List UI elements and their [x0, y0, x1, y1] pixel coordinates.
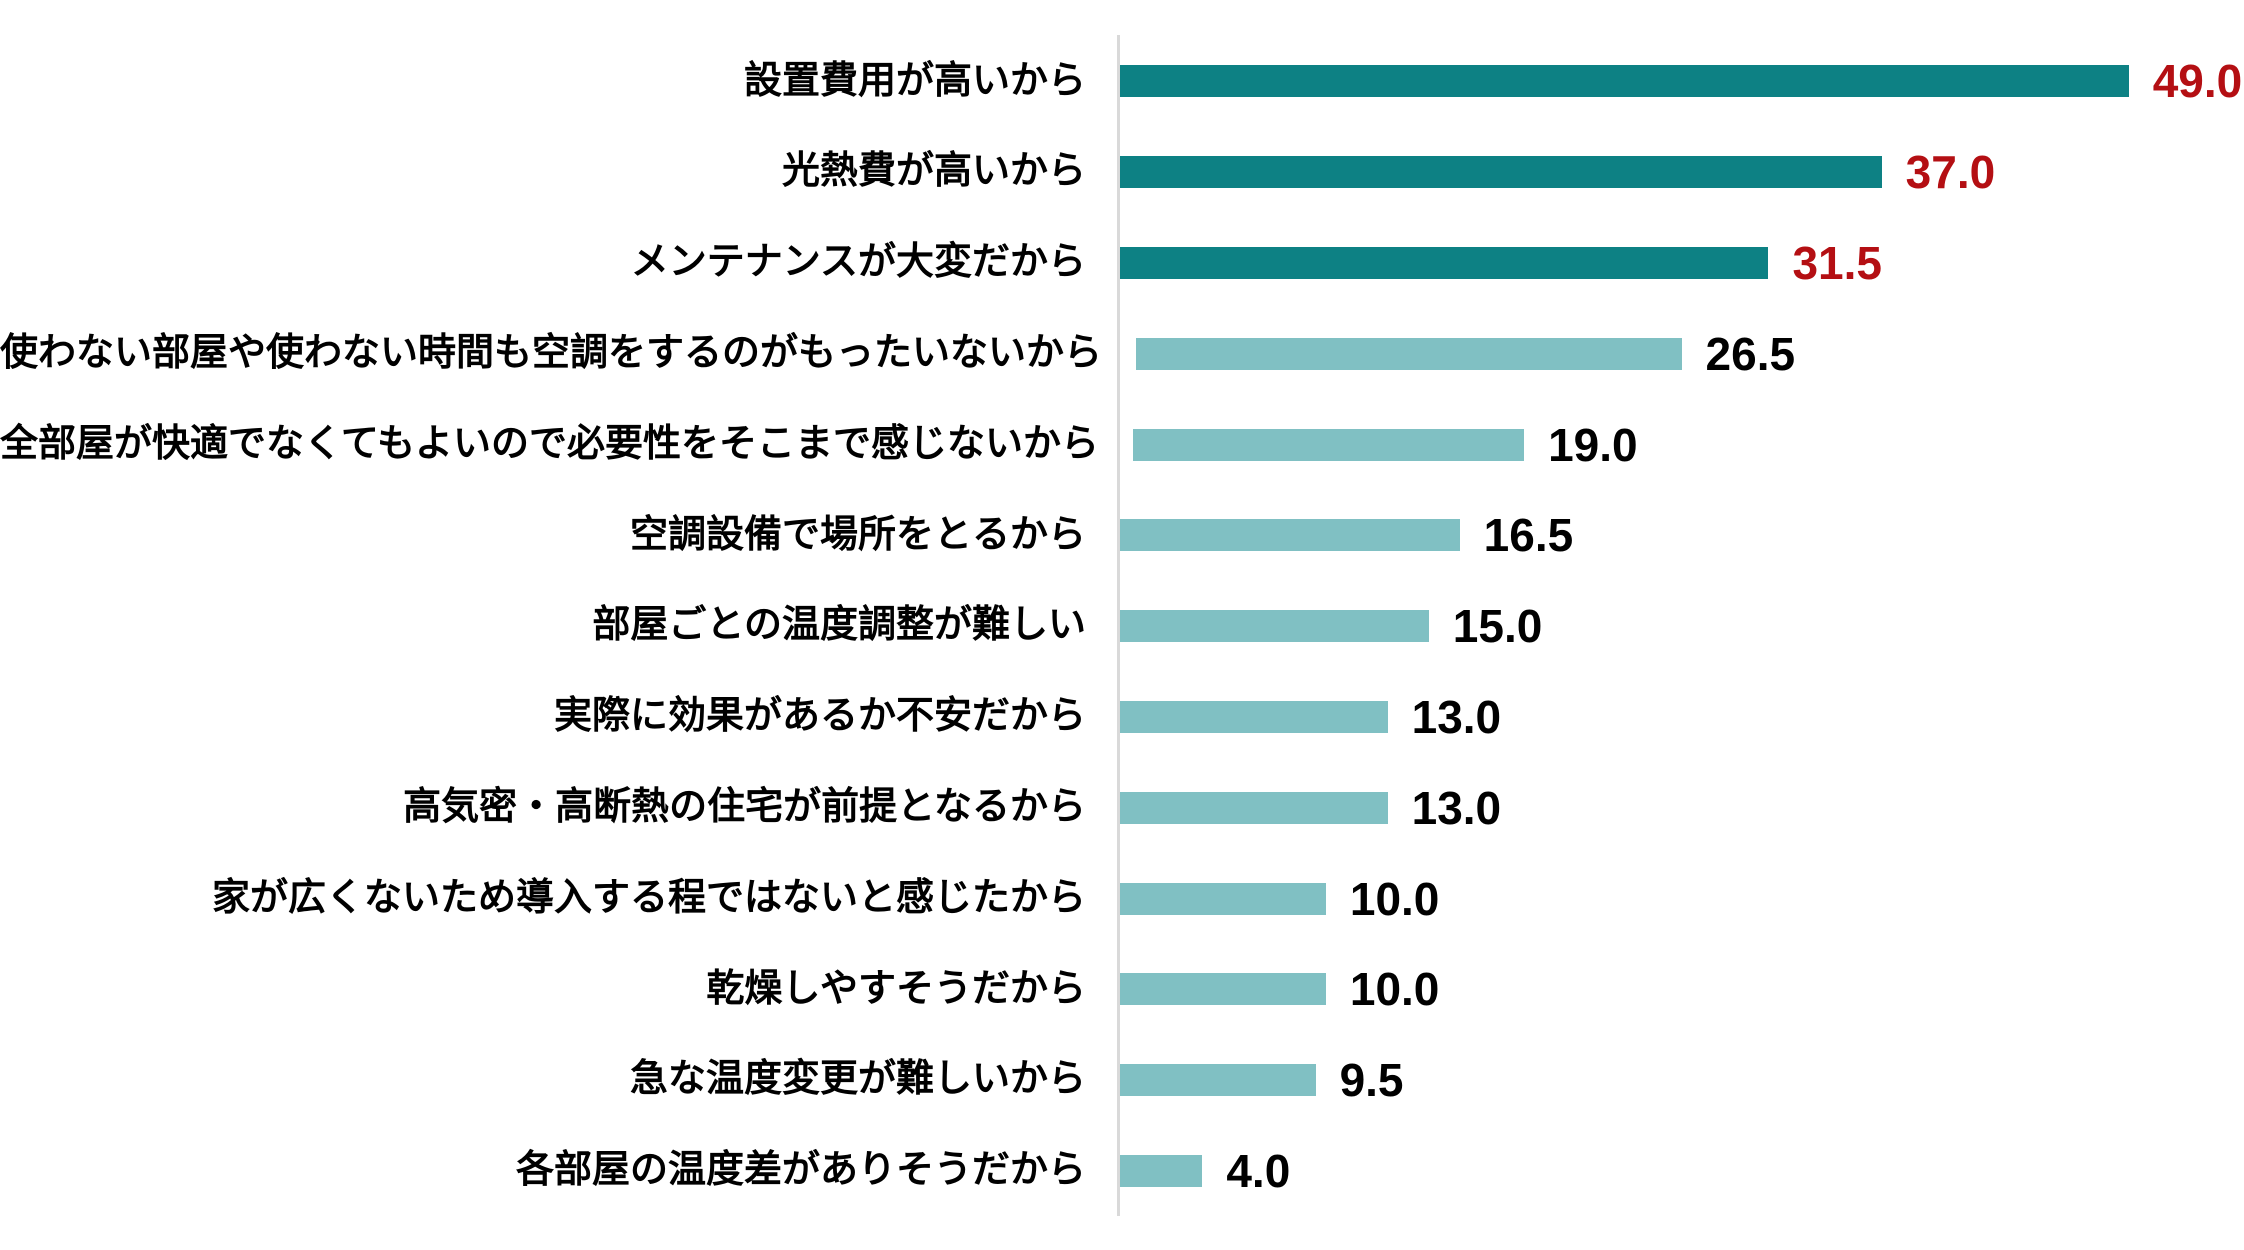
bar: [1120, 156, 1882, 189]
value-label: 4.0: [1226, 1144, 1291, 1197]
plot-area: 19.0: [1132, 399, 2244, 490]
bar: [1136, 337, 1682, 370]
category-label: 家が広くないため導入する程ではないと感じたから: [211, 876, 1086, 919]
bar: [1120, 1064, 1316, 1097]
chart-row: 設置費用が高いから 49.0: [0, 36, 2244, 127]
plot-area: 49.0: [1120, 36, 2244, 127]
category-label: 使わない部屋や使わない時間も空調をするのがもったいないから: [0, 331, 1103, 374]
bar: [1120, 610, 1429, 643]
bar: [1120, 519, 1460, 552]
chart-row: 実際に効果があるか不安だから 13.0: [0, 672, 2244, 763]
category-label: メンテナンスが大変だから: [630, 241, 1086, 284]
category-label: 空調設備で場所をとるから: [629, 513, 1086, 556]
bar: [1120, 973, 1326, 1006]
category-label: 実際に効果があるか不安だから: [553, 695, 1086, 738]
value-label: 16.5: [1483, 509, 1574, 562]
value-label: 31.5: [1792, 236, 1882, 289]
bar: [1120, 246, 1769, 279]
chart-row: 家が広くないため導入する程ではないと感じたから 10.0: [0, 853, 2244, 944]
chart-row: 空調設備で場所をとるから 16.5: [0, 490, 2244, 581]
category-label: 高気密・高断熱の住宅が前提となるから: [403, 785, 1086, 828]
value-label: 19.0: [1548, 418, 1638, 471]
value-label: 26.5: [1705, 327, 1796, 380]
y-axis-line: [1117, 35, 1120, 1216]
plot-area: 4.0: [1120, 1126, 2244, 1217]
chart-row: 急な温度変更が難しいから 9.5: [0, 1035, 2244, 1126]
category-label: 光熱費が高いから: [781, 150, 1086, 193]
bar: [1120, 882, 1326, 915]
category-label: 全部屋が快適でなくてもよいので必要性をそこまで感じないから: [0, 422, 1099, 465]
value-label: 13.0: [1411, 781, 1502, 834]
chart-row: 乾燥しやすそうだから 10.0: [0, 944, 2244, 1035]
category-label: 部屋ごとの温度調整が難しい: [592, 604, 1086, 647]
value-label: 15.0: [1452, 600, 1543, 653]
category-label: 各部屋の温度差がありそうだから: [515, 1149, 1086, 1192]
plot-area: 13.0: [1120, 762, 2244, 853]
chart-row: 高気密・高断熱の住宅が前提となるから 13.0: [0, 762, 2244, 853]
value-label: 10.0: [1349, 963, 1440, 1016]
chart-row: メンテナンスが大変だから 31.5: [0, 218, 2244, 309]
value-label: 9.5: [1339, 1054, 1404, 1107]
value-label: 10.0: [1349, 872, 1440, 925]
chart-row: 使わない部屋や使わない時間も空調をするのがもったいないから 26.5: [0, 308, 2244, 399]
plot-area: 16.5: [1120, 490, 2244, 581]
plot-area: 10.0: [1120, 853, 2244, 944]
value-label: 49.0: [2152, 55, 2243, 108]
plot-area: 10.0: [1120, 944, 2244, 1035]
chart-row: 部屋ごとの温度調整が難しい 15.0: [0, 581, 2244, 672]
chart-row: 各部屋の温度差がありそうだから 4.0: [0, 1126, 2244, 1217]
category-label: 急な温度変更が難しいから: [629, 1058, 1086, 1101]
plot-area: 26.5: [1136, 308, 2244, 399]
plot-area: 31.5: [1120, 218, 2244, 309]
chart-row: 光熱費が高いから 37.0: [0, 127, 2244, 218]
plot-area: 37.0: [1120, 127, 2244, 218]
bar: [1120, 65, 2129, 98]
plot-area: 15.0: [1120, 581, 2244, 672]
bar: [1120, 700, 1388, 733]
plot-area: 9.5: [1120, 1035, 2244, 1126]
plot-area: 13.0: [1120, 672, 2244, 763]
bar: [1120, 1154, 1203, 1187]
category-label: 乾燥しやすそうだから: [706, 967, 1086, 1010]
value-label: 13.0: [1411, 690, 1502, 743]
bar: [1120, 791, 1388, 824]
bar: [1132, 428, 1525, 461]
chart-rows: 設置費用が高いから 49.0 光熱費が高いから 37.0 メンテナンスが大変だか…: [0, 36, 2244, 1216]
chart-row: 全部屋が快適でなくてもよいので必要性をそこまで感じないから 19.0: [0, 399, 2244, 490]
value-label: 37.0: [1905, 146, 1996, 199]
category-label: 設置費用が高いから: [743, 59, 1086, 102]
